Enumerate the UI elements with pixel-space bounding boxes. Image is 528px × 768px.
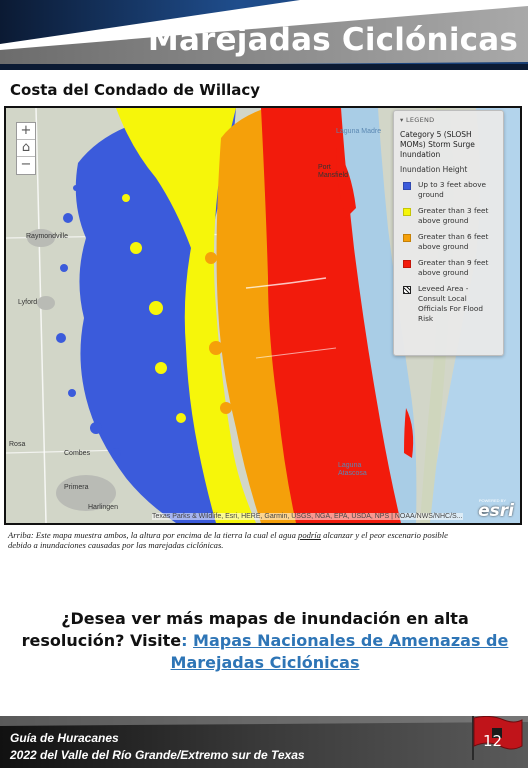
place-label-primera: Primera <box>64 484 89 491</box>
place-label-laguna-madre: Laguna Madre <box>336 128 382 135</box>
place-label-combes: Combes <box>64 450 91 457</box>
map-legend[interactable]: ▾ LEGEND Category 5 (SLOSH MOMs) Storm S… <box>393 110 504 356</box>
call-to-action: ¿Desea ver más mapas de inundación en al… <box>21 609 509 672</box>
legend-header: ▾ LEGEND <box>400 116 435 124</box>
page-number: 12 <box>483 732 503 750</box>
esri-logo[interactable]: esri <box>478 501 514 521</box>
place-label-harlingen: Harlingen <box>88 504 118 511</box>
surge-maps-link[interactable]: Mapas Nacionales de Amenazas de Marejada… <box>170 631 509 672</box>
legend-layer-title: Category 5 (SLOSH MOMs) Storm Surge Inun… <box>400 130 475 159</box>
map-attribution[interactable]: Texas Parks & Wildlife, Esri, HERE, Garm… <box>152 513 463 520</box>
legend-swatch-hatch <box>403 286 411 294</box>
footer-guide-title: Guía de Huracanes <box>10 731 119 745</box>
legend-collapse-icon[interactable]: ▾ <box>400 116 406 124</box>
legend-swatch-yellow <box>403 208 411 216</box>
place-label-raymondville: Raymondville <box>26 233 69 240</box>
legend-swatch-orange <box>403 234 411 242</box>
zoom-controls: + ⌂ − <box>16 122 36 175</box>
legend-field-name: Inundation Height <box>400 165 468 174</box>
place-label-laguna-atascosa: Laguna Atascosa <box>338 462 367 477</box>
legend-swatch-blue <box>403 182 411 190</box>
place-label-port-mansfield: Port Mansfield <box>318 164 348 179</box>
legend-item-over-9ft: Greater than 9 feet above ground <box>400 258 497 278</box>
legend-swatch-red <box>403 260 411 268</box>
esri-powered-by: POWERED BY <box>478 498 506 503</box>
page-title: Marejadas Ciclónicas <box>147 22 518 58</box>
legend-item-over-6ft: Greater than 6 feet above ground <box>400 232 497 252</box>
storm-surge-map[interactable]: + ⌂ − Raymondville Lyford Rosa Combes Pr… <box>4 106 522 525</box>
map-caption: Arriba: Este mapa muestra ambos, la altu… <box>8 530 448 550</box>
place-label-lyford: Lyford <box>18 299 38 306</box>
zoom-in-button[interactable]: + <box>17 123 35 140</box>
zoom-out-button[interactable]: − <box>20 157 32 172</box>
home-button[interactable]: ⌂ <box>17 140 35 157</box>
footer-guide-subtitle: 2022 del Valle del Río Grande/Extremo su… <box>10 748 305 762</box>
hurricane-flag-icon <box>472 716 523 760</box>
legend-item-leveed-area: Leveed Area - Consult Local Officials Fo… <box>400 284 497 324</box>
caption-emphasis: podría <box>298 530 321 540</box>
place-label-rosa: Rosa <box>9 441 26 448</box>
header-background <box>0 0 528 70</box>
header-banner: Marejadas Ciclónicas <box>0 0 528 70</box>
legend-item-over-3ft: Greater than 3 feet above ground <box>400 206 497 226</box>
footer-banner: Guía de Huracanes 2022 del Valle del Río… <box>0 716 528 768</box>
cta-question: ¿Desea ver más mapas de inundación en al… <box>21 609 469 650</box>
footer-background <box>0 716 528 768</box>
legend-item-up-to-3ft: Up to 3 feet above ground <box>400 180 497 200</box>
map-subtitle: Costa del Condado de Willacy <box>10 81 261 99</box>
